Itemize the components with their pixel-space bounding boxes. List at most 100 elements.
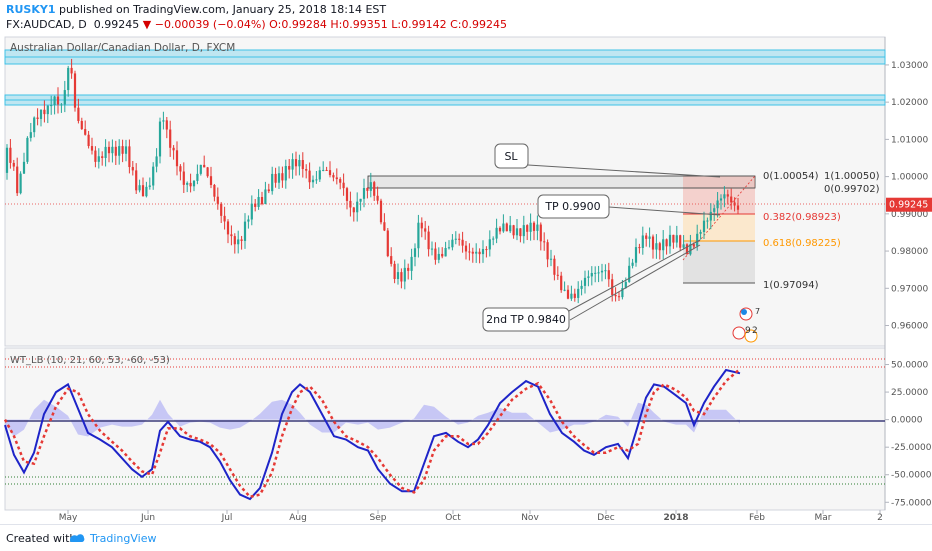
candle-body bbox=[638, 247, 641, 249]
time-axis[interactable]: May Jun Jul Aug Sep Oct Nov Dec 2018 Feb Mar 2 bbox=[59, 510, 883, 523]
indicator-tick-label: -75.0000 bbox=[891, 498, 932, 508]
price-axis[interactable]: 1.03000 1.02000 1.01000 1.00000 0.99000 0.980… bbox=[885, 61, 932, 332]
candle-body bbox=[709, 211, 712, 221]
tp2-callout[interactable] bbox=[482, 307, 570, 332]
last-price-marker-label: 0.99245 bbox=[889, 200, 928, 211]
candle-body bbox=[36, 117, 39, 119]
wt-histogram-area bbox=[5, 399, 740, 437]
candle-body bbox=[138, 185, 141, 191]
publish-text: published on TradingView.com, January 25… bbox=[58, 3, 387, 16]
candle-body bbox=[648, 236, 651, 239]
candle-body bbox=[471, 251, 474, 254]
candle-body bbox=[206, 167, 209, 177]
indicator-tick-label: -50.0000 bbox=[891, 471, 932, 481]
symbol-info: FX:AUDCAD, D 0.99245 ▼ −0.00039 (−0.04%)… bbox=[6, 18, 507, 31]
fib-label-0b: 0(0.99702) bbox=[824, 184, 880, 195]
tp-callout[interactable] bbox=[537, 194, 610, 219]
candle-body bbox=[223, 215, 226, 222]
candle-body bbox=[131, 167, 134, 171]
candle-body bbox=[566, 289, 570, 299]
indicator-tick-label: 25.0000 bbox=[891, 388, 928, 398]
candle-body bbox=[141, 185, 145, 197]
candle-body bbox=[33, 117, 36, 133]
indicator-title: WT_LB (10, 21, 60, 53, -60, -53) bbox=[10, 355, 170, 366]
candle-body bbox=[563, 289, 566, 291]
time-tick-label: Mar bbox=[815, 513, 832, 523]
candle-body bbox=[689, 244, 692, 255]
candle-body bbox=[97, 156, 100, 162]
candle-body bbox=[464, 245, 468, 252]
candle-body bbox=[621, 288, 624, 298]
time-tick-label: Nov bbox=[521, 513, 539, 523]
candle-body bbox=[196, 173, 199, 181]
indicator-tick-label: 0.0000 bbox=[891, 416, 923, 426]
candle-body bbox=[685, 244, 689, 255]
candle-body bbox=[328, 170, 332, 176]
tp-pointer bbox=[608, 206, 721, 216]
time-tick-label: Dec bbox=[597, 513, 614, 523]
tp2-callout-text: 2nd TP 0.9840 bbox=[486, 313, 566, 326]
candle-body bbox=[587, 276, 590, 278]
footer-brand[interactable]: TradingView bbox=[90, 532, 157, 545]
event-badge-count-7: 7 bbox=[755, 307, 760, 316]
candle-body bbox=[427, 231, 430, 250]
candle-body bbox=[148, 185, 151, 187]
event-badge-canada-2[interactable] bbox=[732, 326, 746, 340]
wt2-line bbox=[3, 367, 741, 499]
candle-body bbox=[63, 90, 66, 105]
indicator-pane[interactable] bbox=[4, 347, 886, 511]
time-tick-label: Aug bbox=[289, 513, 307, 523]
candle-body bbox=[335, 177, 338, 180]
indicator-tick-label: -25.0000 bbox=[891, 443, 932, 453]
candle-body bbox=[451, 239, 454, 248]
candle-body bbox=[597, 272, 600, 274]
chart-canvas[interactable]: SL TP 0.9900 2nd TP 0.9840 0(1.00054) 1(… bbox=[0, 0, 932, 524]
sl-callout[interactable] bbox=[494, 143, 529, 169]
event-badge-aud[interactable] bbox=[744, 329, 758, 343]
candle-body bbox=[19, 173, 22, 194]
sl-range-box bbox=[367, 175, 756, 189]
candle-body bbox=[322, 169, 325, 171]
indicator-axis[interactable]: 50.0000 25.0000 0.0000 -25.0000 -50.0000 -75.… bbox=[885, 361, 932, 509]
candle-body bbox=[519, 228, 522, 237]
candle-body bbox=[50, 105, 53, 107]
candle-body bbox=[352, 207, 355, 213]
candle-body bbox=[254, 203, 257, 207]
candle-body bbox=[94, 150, 97, 162]
candle-body bbox=[277, 173, 281, 183]
candle-body bbox=[26, 137, 29, 162]
candle-body bbox=[658, 243, 661, 251]
candle-body bbox=[216, 196, 219, 204]
candle-body bbox=[447, 247, 451, 249]
candle-body bbox=[257, 197, 260, 207]
candle-body bbox=[376, 195, 379, 201]
author-link[interactable]: RUSKY1 bbox=[6, 3, 56, 16]
candle-body bbox=[407, 267, 410, 271]
time-tick-label: Feb bbox=[749, 513, 765, 523]
candle-body bbox=[485, 249, 488, 251]
candle-body bbox=[546, 242, 549, 260]
candle-body bbox=[308, 170, 311, 183]
fib-trend-line bbox=[682, 175, 756, 261]
candle-body bbox=[145, 186, 148, 197]
candles-group bbox=[5, 58, 740, 304]
candle-body bbox=[118, 146, 121, 156]
candle-body bbox=[182, 171, 185, 185]
candle-body bbox=[226, 221, 230, 235]
candle-body bbox=[175, 150, 179, 167]
candle-body bbox=[315, 179, 318, 181]
candle-body bbox=[264, 189, 267, 204]
price-pane[interactable] bbox=[4, 36, 886, 347]
candle-body bbox=[267, 189, 270, 192]
candle-body bbox=[461, 239, 464, 246]
candle-body bbox=[301, 160, 304, 170]
candle-body bbox=[573, 293, 576, 298]
candle-body bbox=[16, 166, 19, 194]
candle-body bbox=[556, 274, 559, 276]
candle-body bbox=[247, 219, 250, 222]
candle-body bbox=[87, 134, 90, 147]
candle-body bbox=[325, 169, 328, 171]
candle-body bbox=[488, 239, 491, 250]
event-badge-count-2: 2 bbox=[752, 326, 758, 336]
candle-body bbox=[730, 196, 733, 203]
